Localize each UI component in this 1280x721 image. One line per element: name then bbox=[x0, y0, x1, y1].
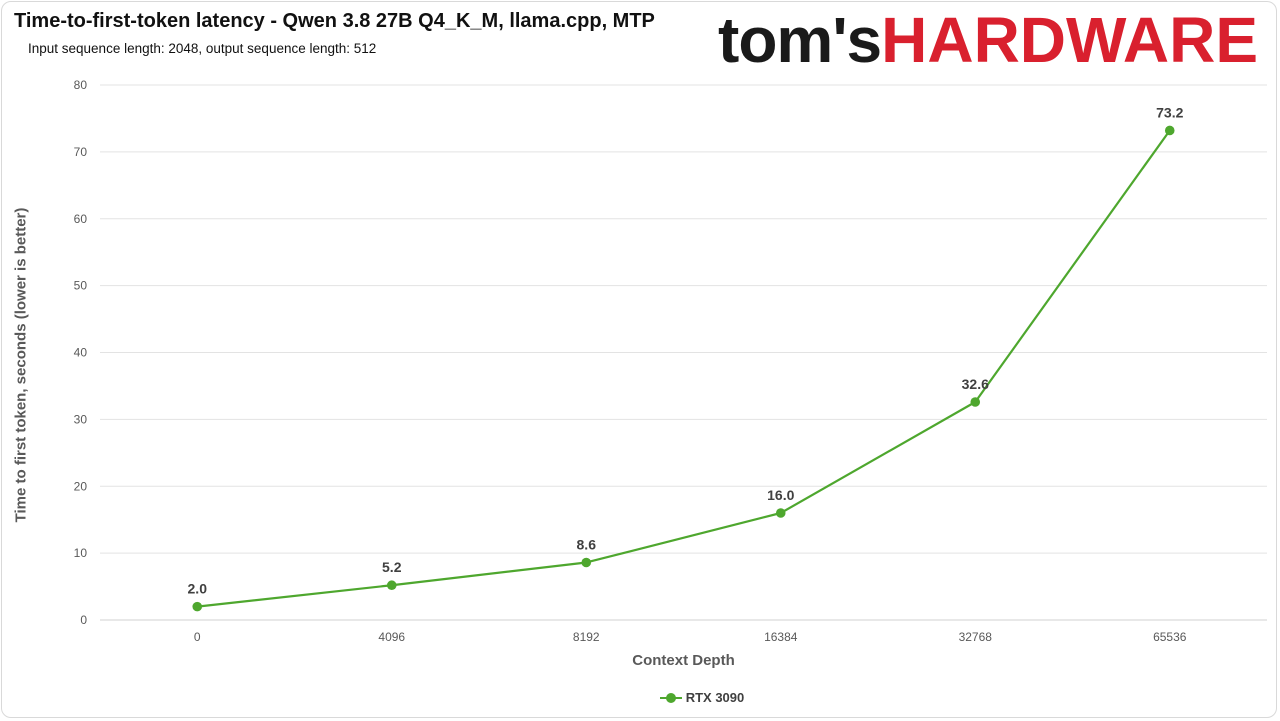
data-point-0 bbox=[192, 601, 203, 612]
y-tick-label-50: 50 bbox=[74, 279, 88, 293]
data-point-65536 bbox=[1164, 125, 1175, 136]
logo-hardware: HARDWARE bbox=[881, 4, 1258, 76]
legend: RTX 3090 bbox=[0, 690, 1280, 706]
y-tick-label-60: 60 bbox=[74, 212, 88, 226]
y-tick-label-80: 80 bbox=[74, 78, 88, 92]
x-tick-label-65536: 65536 bbox=[1153, 630, 1187, 644]
legend-swatch-rtx-3090 bbox=[659, 692, 682, 703]
chart-subtitle: Input sequence length: 2048, output sequ… bbox=[28, 41, 377, 56]
y-tick-label-20: 20 bbox=[74, 479, 88, 493]
x-tick-label-4096: 4096 bbox=[378, 630, 405, 644]
data-point-16384 bbox=[775, 508, 786, 518]
series-line-0 bbox=[197, 129, 1171, 608]
data-point-32768 bbox=[970, 397, 981, 407]
x-tick-label-0: 0 bbox=[194, 630, 201, 644]
x-tick-label-8192: 8192 bbox=[573, 630, 600, 644]
y-tick-label-0: 0 bbox=[80, 613, 87, 627]
data-label-65536: 73.2 bbox=[1156, 104, 1183, 120]
y-tick-label-30: 30 bbox=[74, 412, 88, 426]
data-label-0: 2.0 bbox=[188, 581, 208, 597]
data-label-4096: 5.2 bbox=[382, 559, 402, 575]
x-tick-label-16384: 16384 bbox=[764, 630, 798, 644]
chart-title: Time-to-first-token latency - Qwen 3.8 2… bbox=[14, 10, 655, 32]
data-point-8192 bbox=[581, 557, 592, 568]
y-tick-label-70: 70 bbox=[74, 145, 88, 159]
data-label-32768: 32.6 bbox=[962, 376, 989, 392]
y-tick-label-10: 10 bbox=[74, 546, 88, 560]
legend-label-rtx-3090: RTX 3090 bbox=[685, 690, 745, 705]
data-label-16384: 16.0 bbox=[767, 487, 794, 503]
x-axis-label: Context Depth bbox=[632, 652, 735, 669]
x-tick-label-32768: 32768 bbox=[959, 630, 993, 644]
toms-hardware-logo: tom'sHARDWARE bbox=[718, 4, 1258, 76]
data-label-8192: 8.6 bbox=[577, 536, 597, 552]
y-tick-label-40: 40 bbox=[74, 346, 88, 360]
data-point-4096 bbox=[386, 580, 397, 591]
logo-toms: tom's bbox=[718, 4, 882, 76]
